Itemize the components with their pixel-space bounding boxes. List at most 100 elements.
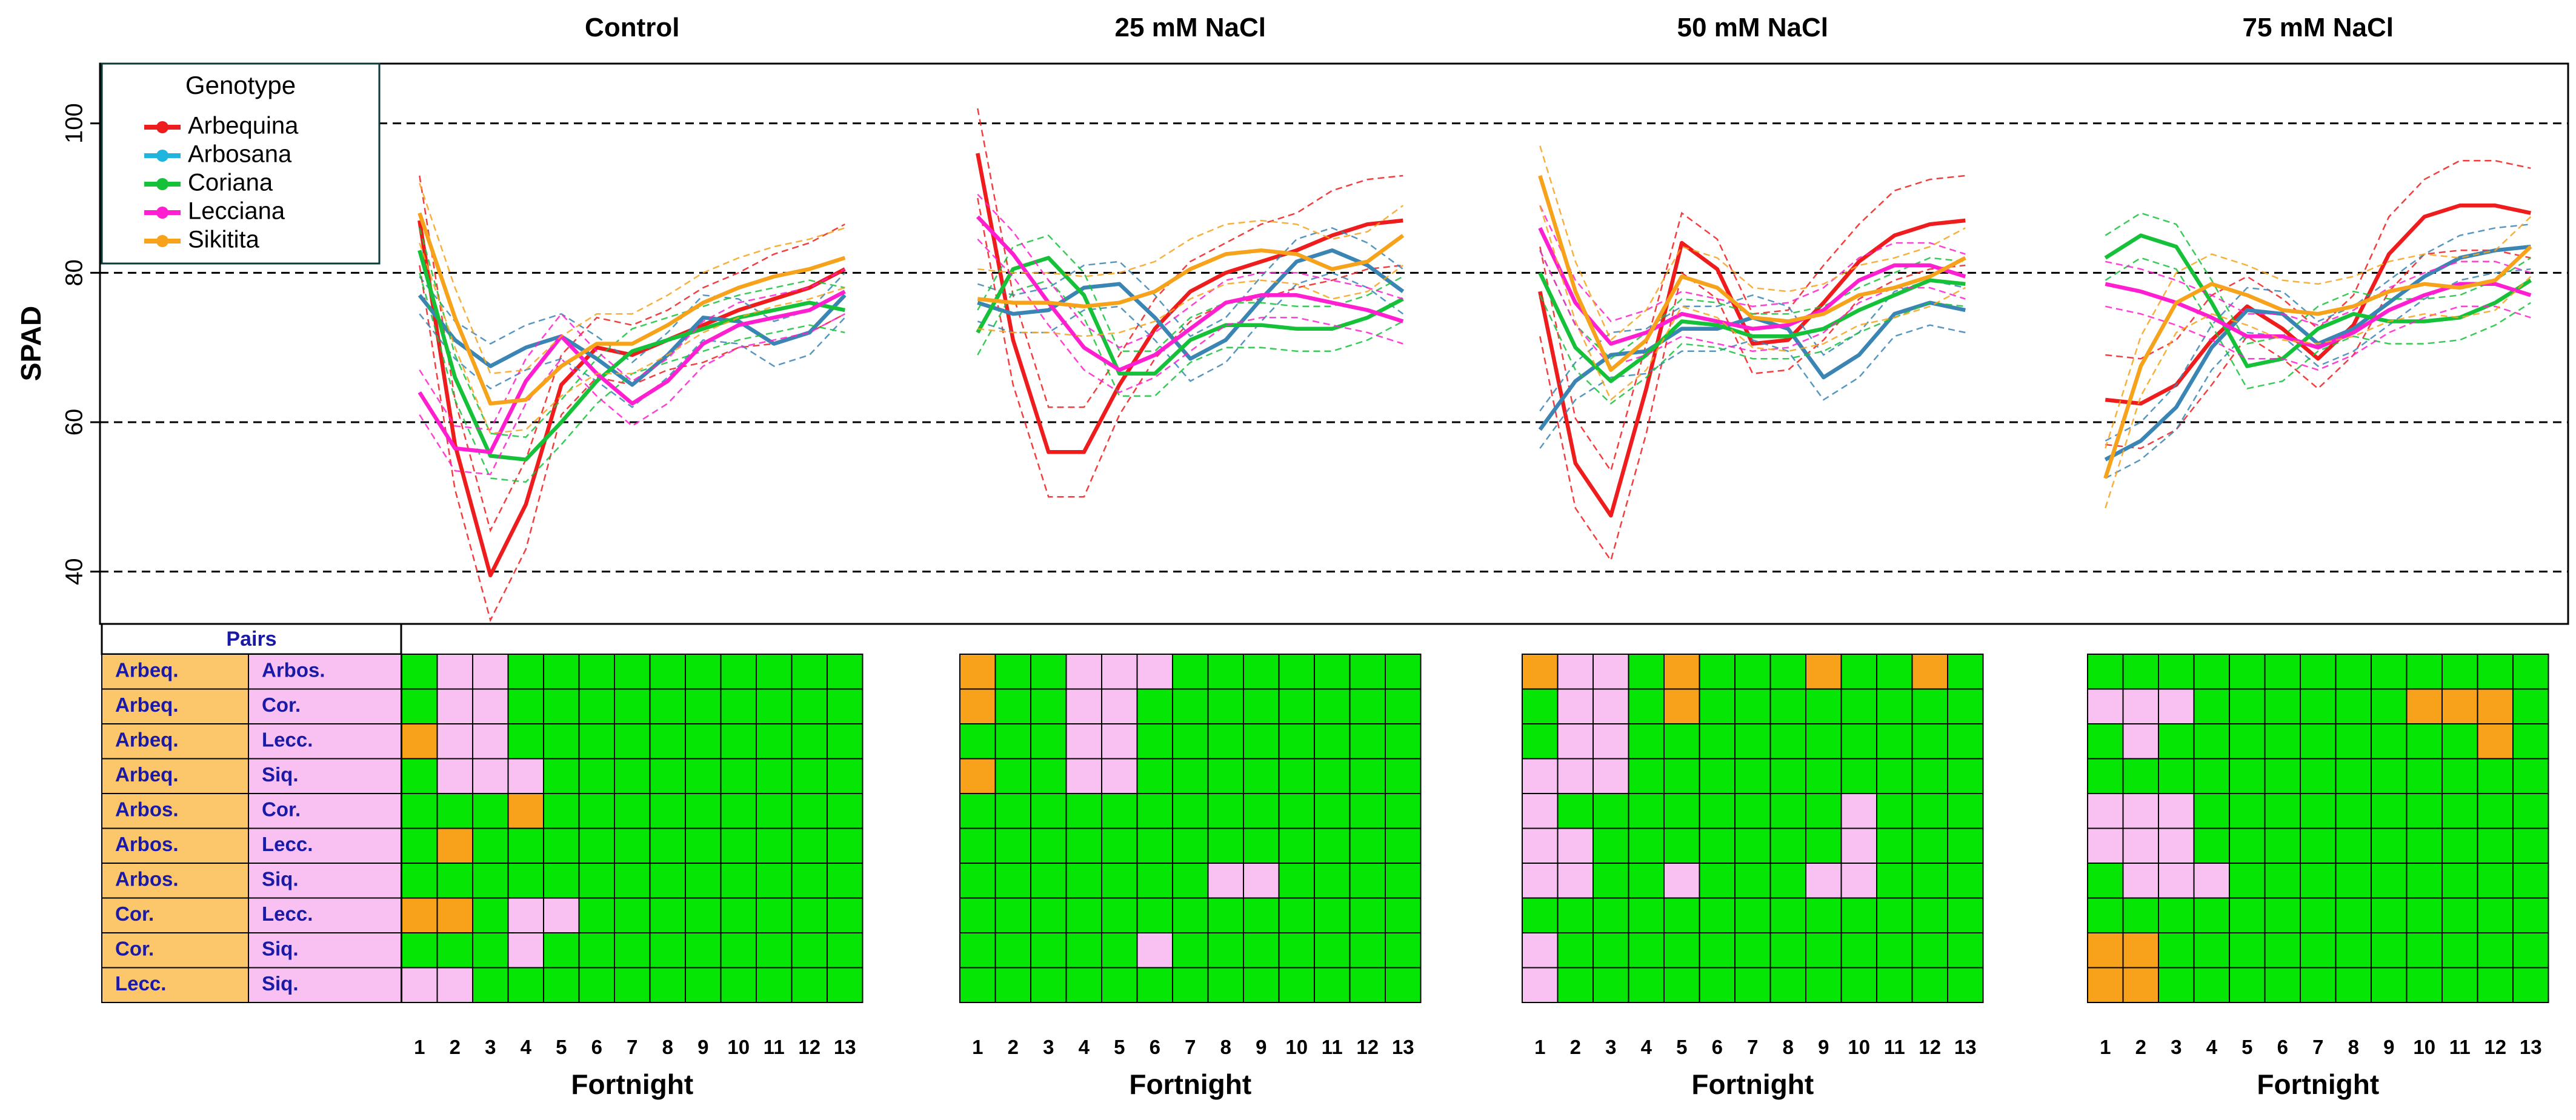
matrix-cell xyxy=(1769,758,1806,794)
matrix-cell xyxy=(1065,863,1102,899)
matrix-cell xyxy=(1734,863,1771,899)
matrix-cell xyxy=(1557,758,1594,794)
series-line-coriana xyxy=(1538,271,1966,383)
matrix-cell xyxy=(1101,688,1138,724)
matrix-cell xyxy=(649,932,686,969)
legend-entry: Coriana xyxy=(188,170,273,196)
matrix-cell xyxy=(959,688,996,724)
matrix-cell xyxy=(2087,793,2124,829)
matrix-cell xyxy=(649,967,686,1003)
matrix-cell xyxy=(578,793,615,829)
matrix-cell xyxy=(685,654,722,690)
x-tick-label: 10 xyxy=(1848,1036,1870,1058)
matrix-cell xyxy=(1911,897,1948,933)
matrix-cell xyxy=(2406,932,2443,969)
x-tick-label: 1 xyxy=(414,1036,425,1058)
matrix-cell xyxy=(2371,897,2408,933)
matrix-cell xyxy=(2406,723,2443,760)
matrix-cell xyxy=(1030,827,1067,864)
matrix-cell xyxy=(1172,863,1209,899)
matrix-cell xyxy=(2158,688,2195,724)
matrix-cell xyxy=(1385,863,1422,899)
matrix-cell xyxy=(685,723,722,760)
matrix-cell xyxy=(1030,863,1067,899)
pair-label-a: Arbos. xyxy=(115,833,179,855)
matrix-cell xyxy=(994,863,1031,899)
matrix-cell xyxy=(2477,932,2514,969)
x-tick-label: 8 xyxy=(662,1036,673,1058)
matrix-cell xyxy=(1522,688,1559,724)
matrix-cell xyxy=(2229,793,2266,829)
matrix-cell xyxy=(1522,897,1559,933)
matrix-cell xyxy=(1349,654,1386,690)
x-tick-label: 13 xyxy=(1392,1036,1414,1058)
matrix-cell xyxy=(1557,897,1594,933)
matrix-cell xyxy=(1243,863,1280,899)
matrix-cell xyxy=(959,967,996,1003)
ci-upper-line xyxy=(2105,223,2531,442)
significance-grid xyxy=(1522,654,1984,1003)
panel-title: 75 mM NaCl xyxy=(2243,13,2394,42)
panel-lines xyxy=(1538,145,1966,563)
matrix-cell xyxy=(1172,723,1209,760)
matrix-cell xyxy=(1947,758,1984,794)
panel-title: 25 mM NaCl xyxy=(1115,13,1266,42)
matrix-cell xyxy=(401,723,438,760)
matrix-cell xyxy=(2477,827,2514,864)
matrix-cell xyxy=(1278,758,1315,794)
matrix-cell xyxy=(1314,654,1351,690)
matrix-cell xyxy=(1349,863,1386,899)
matrix-cell xyxy=(2335,863,2372,899)
ci-upper-line xyxy=(419,268,845,431)
matrix-cell xyxy=(507,793,544,829)
matrix-cell xyxy=(2264,932,2301,969)
matrix-cell xyxy=(472,654,509,690)
panel-lines xyxy=(2103,160,2532,509)
matrix-cell xyxy=(1769,932,1806,969)
matrix-cell xyxy=(2300,932,2337,969)
matrix-cell xyxy=(827,723,864,760)
ci-upper-line xyxy=(977,227,1404,337)
matrix-cell xyxy=(436,793,473,829)
matrix-cell xyxy=(1769,723,1806,760)
matrix-cell xyxy=(2122,967,2159,1003)
matrix-cell xyxy=(1805,897,1842,933)
x-tick-label: 5 xyxy=(2242,1036,2252,1058)
matrix-cell xyxy=(1101,863,1138,899)
matrix-cell xyxy=(1663,897,1700,933)
matrix-cell xyxy=(2441,793,2478,829)
matrix-cell xyxy=(1769,688,1806,724)
matrix-cell xyxy=(1314,793,1351,829)
x-tick-label: 7 xyxy=(1185,1036,1196,1058)
matrix-cell xyxy=(1947,863,1984,899)
matrix-cell xyxy=(1136,827,1173,864)
legend-entry: Lecciana xyxy=(188,198,285,225)
x-tick-label: 3 xyxy=(1043,1036,1054,1058)
matrix-cell xyxy=(756,897,793,933)
matrix-cell xyxy=(2477,654,2514,690)
ci-upper-line xyxy=(1539,250,1966,360)
matrix-cell xyxy=(1385,793,1422,829)
matrix-cell xyxy=(1030,932,1067,969)
pair-label-a: Cor. xyxy=(115,903,154,925)
matrix-cell xyxy=(1734,897,1771,933)
matrix-cell xyxy=(2512,897,2549,933)
matrix-cell xyxy=(1663,863,1700,899)
pair-label-cell xyxy=(248,723,402,760)
matrix-cell xyxy=(2158,654,2195,690)
matrix-cell xyxy=(1349,758,1386,794)
matrix-cell xyxy=(1911,723,1948,760)
x-tick-label: 12 xyxy=(1919,1036,1941,1058)
matrix-cell xyxy=(2122,793,2159,829)
matrix-cell xyxy=(1207,897,1244,933)
x-tick-label: 13 xyxy=(2520,1036,2542,1058)
x-tick-label: 6 xyxy=(2277,1036,2288,1058)
matrix-cell xyxy=(959,932,996,969)
matrix-cell xyxy=(1101,793,1138,829)
matrix-cell xyxy=(1065,654,1102,690)
matrix-cell xyxy=(2264,758,2301,794)
matrix-cell xyxy=(1207,827,1244,864)
matrix-cell xyxy=(2371,758,2408,794)
matrix-cell xyxy=(756,967,793,1003)
matrix-cell xyxy=(1101,654,1138,690)
